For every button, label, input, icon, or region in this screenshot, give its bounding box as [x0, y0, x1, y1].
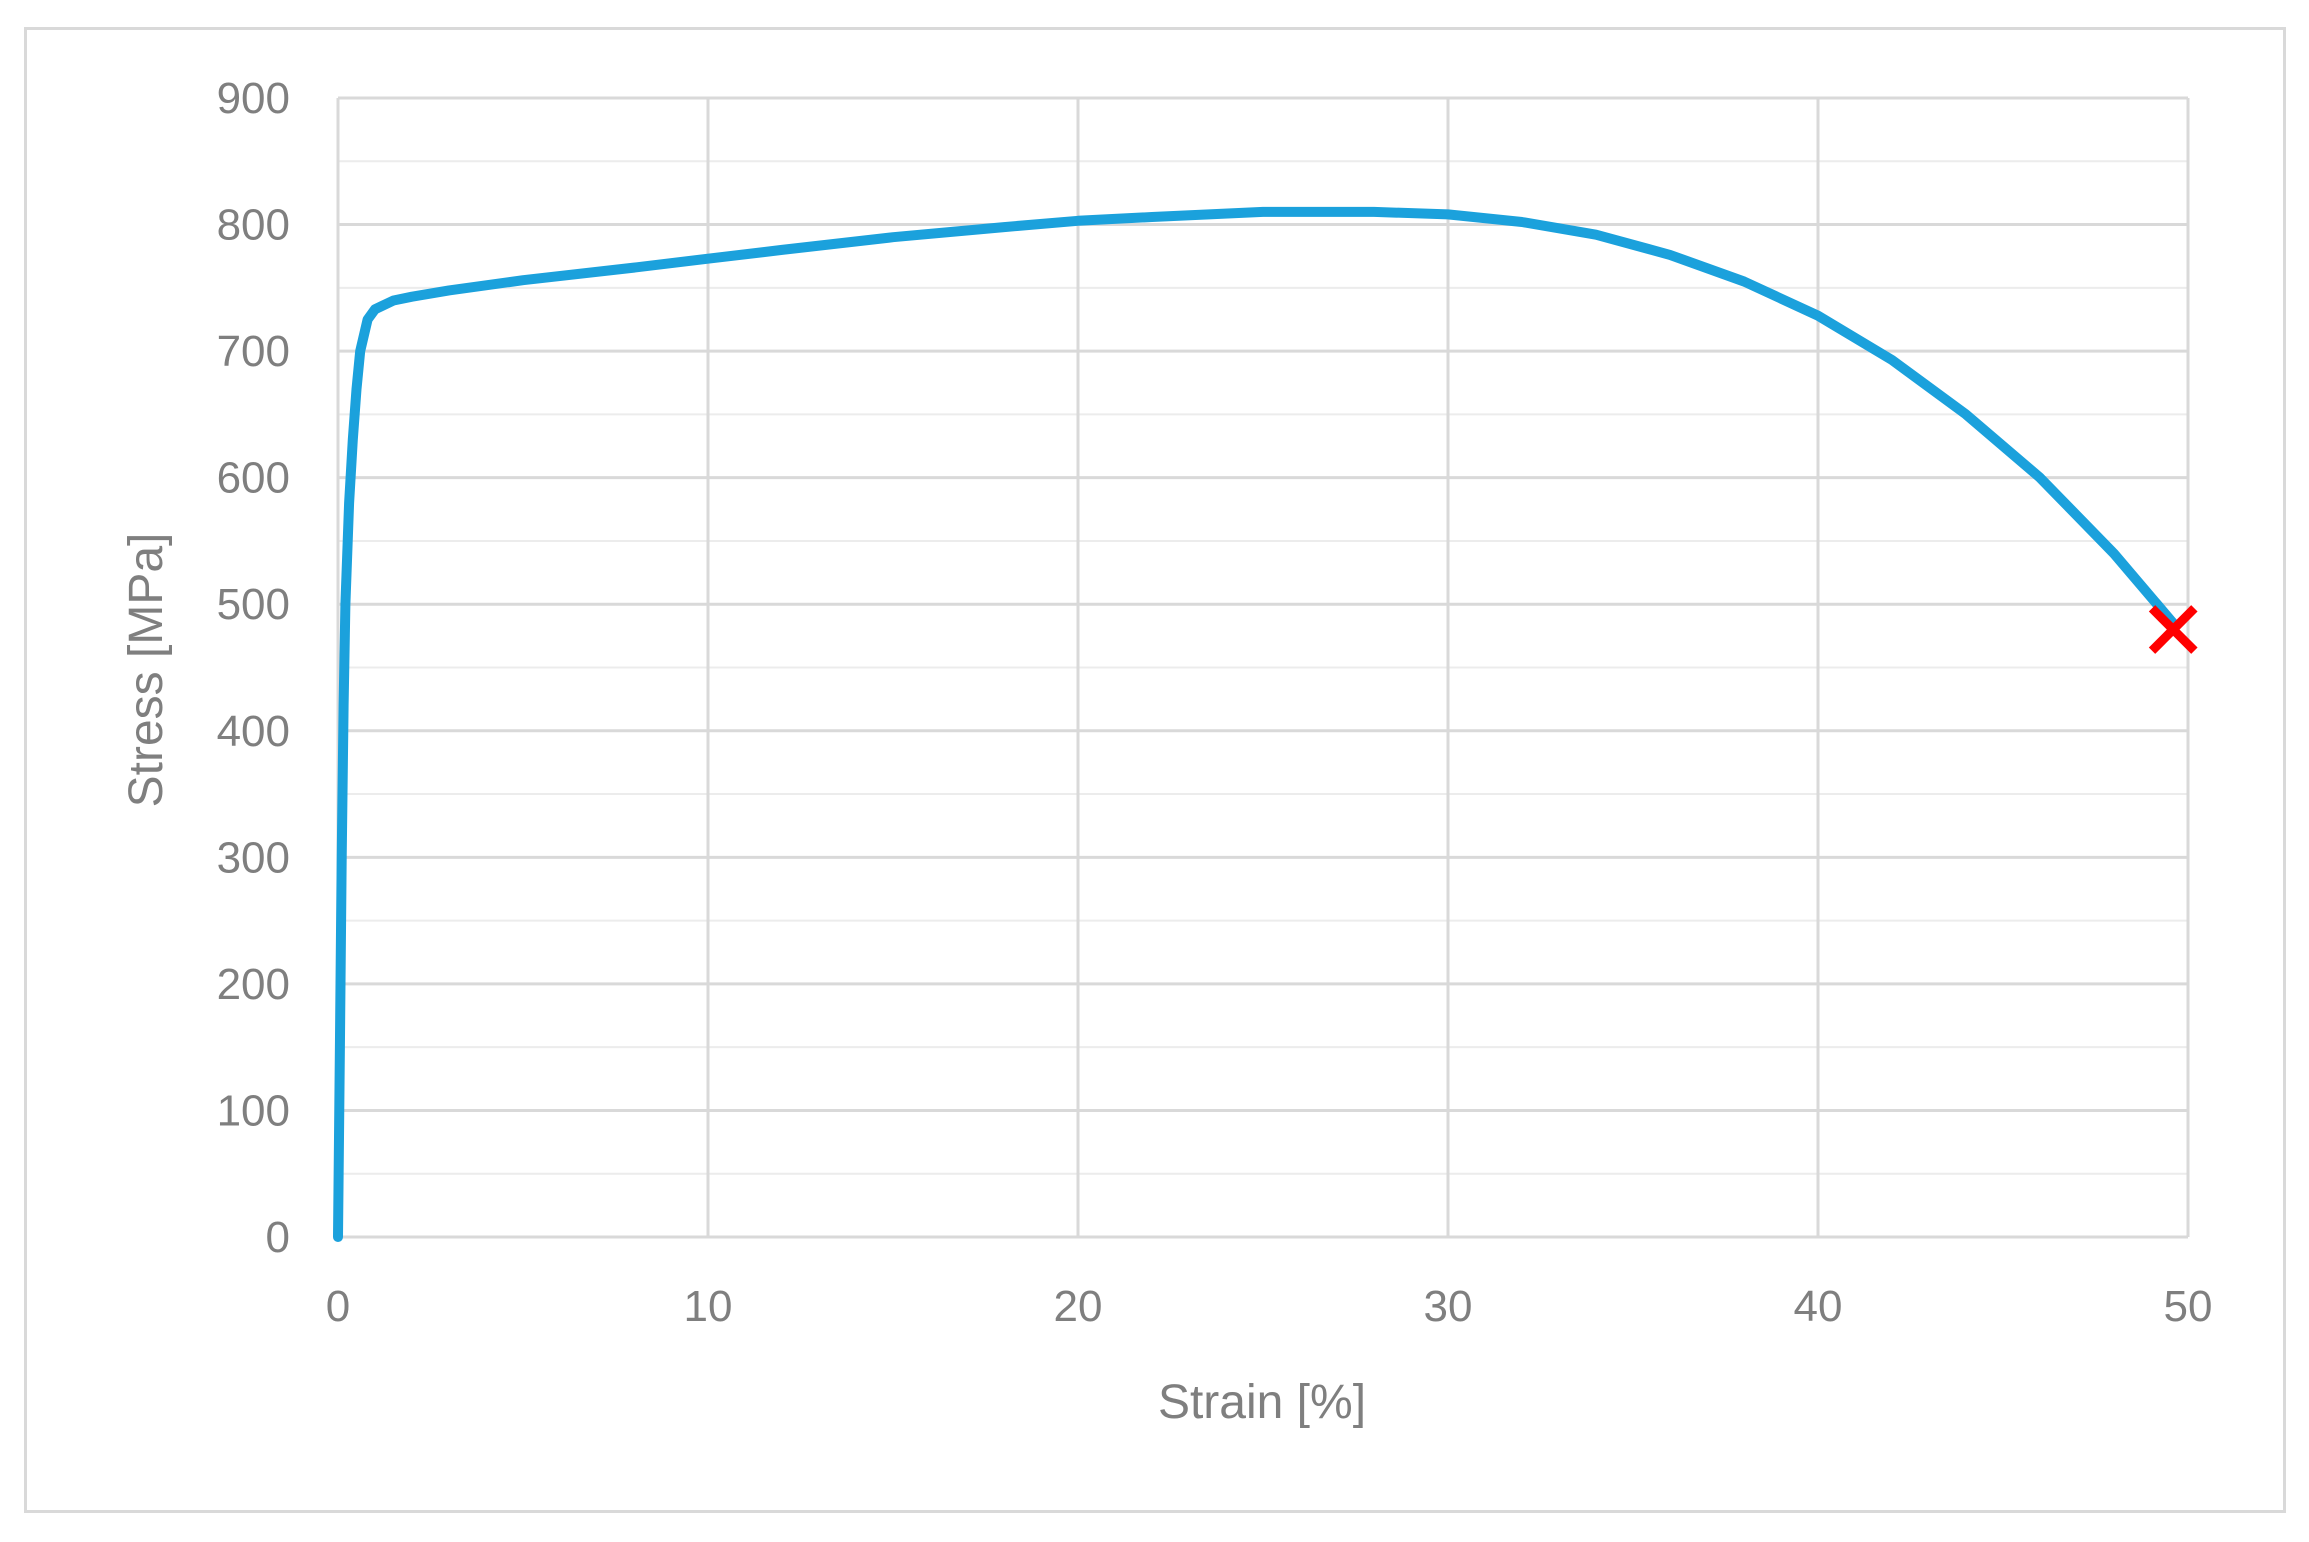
fracture-marker-stroke: [2148, 605, 2198, 654]
tick-labels: 0 100 200 300 400 500 600 700 800 900 0 10 20 30 40 50: [217, 74, 2213, 1331]
fracture-marker: [2148, 605, 2198, 654]
chart-frame: [24, 27, 2286, 1513]
marker-layer: [2148, 605, 2198, 654]
x-tick-label: 40: [1794, 1282, 1843, 1331]
x-tick-label: 50: [2164, 1282, 2213, 1331]
y-tick-label: 900: [217, 74, 290, 123]
stress-strain-curve: [333, 206, 2179, 1242]
y-tick-label: 400: [217, 707, 290, 756]
y-tick-label: 800: [217, 201, 290, 250]
y-tick-label: 700: [217, 327, 290, 376]
y-tick-label: 200: [217, 960, 290, 1009]
series-layer: [333, 206, 2179, 1242]
y-tick-label: 100: [217, 1086, 290, 1135]
x-tick-label: 0: [326, 1282, 350, 1331]
x-tick-label: 20: [1054, 1282, 1103, 1331]
x-axis-title: Strain [%]: [1158, 1376, 1366, 1429]
y-axis-title: Stress [MPa]: [120, 533, 173, 808]
x-tick-label: 10: [684, 1282, 733, 1331]
y-tick-label: 500: [217, 580, 290, 629]
y-tick-label: 600: [217, 454, 290, 503]
y-tick-label: 0: [266, 1213, 290, 1262]
grid: [336, 96, 2190, 1239]
y-tick-label: 300: [217, 833, 290, 882]
x-tick-label: 30: [1424, 1282, 1473, 1331]
